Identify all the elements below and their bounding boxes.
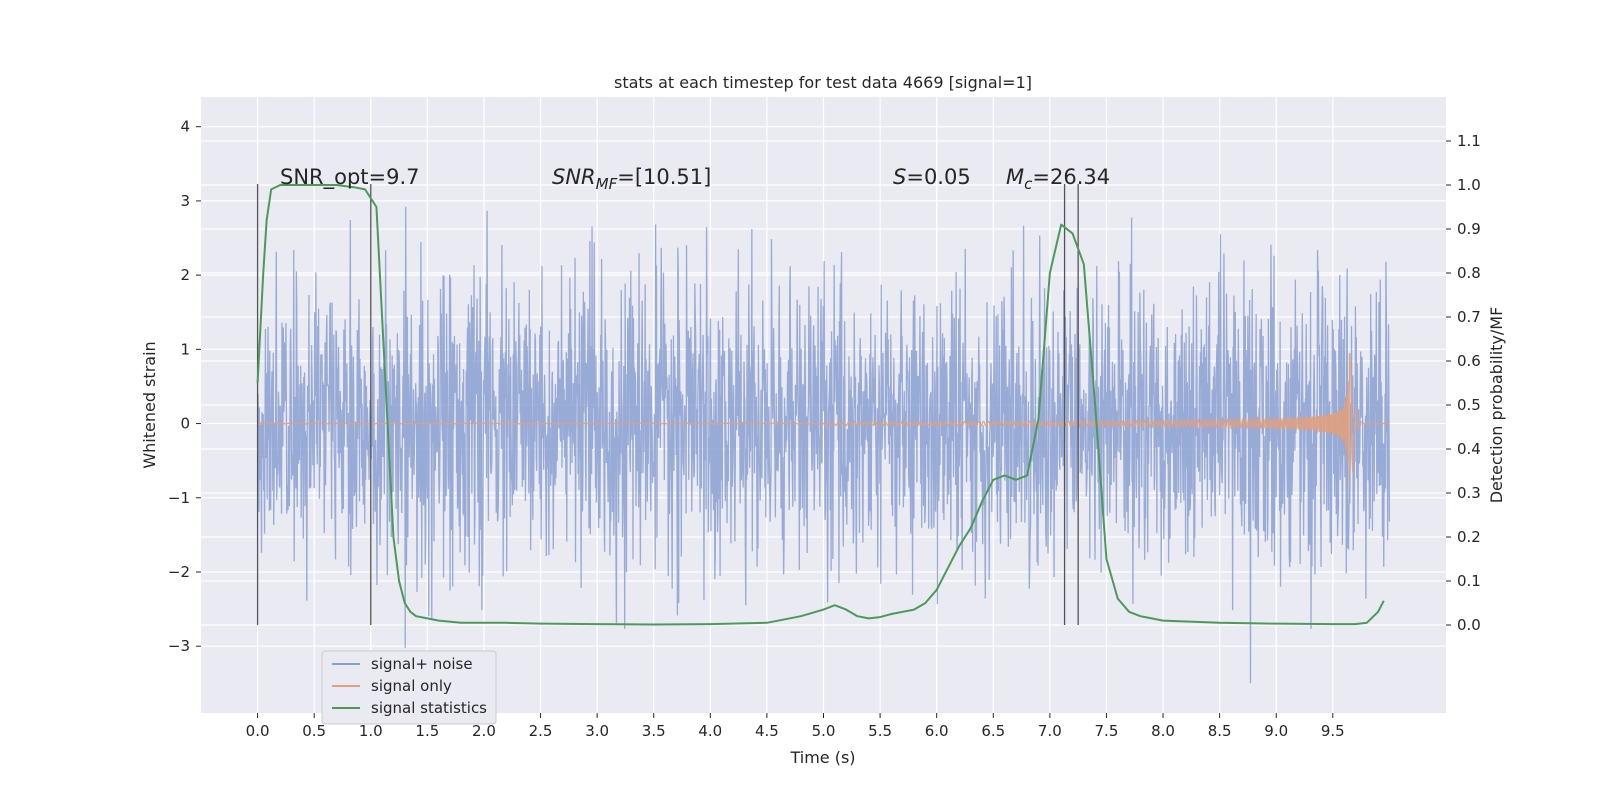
annotation-s: S=0.05	[893, 165, 971, 189]
y2-tick-label: 0.1	[1457, 572, 1481, 590]
s-value: =0.05	[906, 165, 970, 189]
y2-tick-label: 0.3	[1457, 484, 1481, 502]
x-tick-label: 2.5	[529, 722, 553, 740]
y2-tick-label: 1.0	[1457, 176, 1481, 194]
y-tick-label: 1	[180, 340, 190, 358]
y2-tick-label: 1.1	[1457, 132, 1481, 150]
signal-statistics-series	[256, 184, 1385, 626]
mc-symbol: M	[1006, 165, 1024, 189]
y2-tick-label: 0.5	[1457, 396, 1481, 414]
x-axis: 0.0 0.5 1.0 1.5 2.0 2.5 3.0 3.5 4.0 4.5 5.0 5.5 6.0 6…	[246, 713, 1345, 740]
y-tick-label: 4	[180, 118, 190, 136]
mc-subscript: c	[1024, 175, 1033, 193]
y2-tick-label: 0.6	[1457, 352, 1481, 370]
y-tick-label: 0	[180, 415, 190, 433]
x-tick-label: 0.0	[246, 722, 270, 740]
snr-mf-subscript: MF	[596, 175, 618, 193]
y-tick-label: −2	[168, 563, 190, 581]
annotation-snr-opt: SNR_opt=9.7	[280, 165, 420, 190]
x-tick-label: 3.0	[585, 722, 609, 740]
legend-label-signal-statistics: signal statistics	[371, 699, 487, 717]
legend-box	[321, 650, 497, 725]
x-tick-label: 1.0	[359, 722, 383, 740]
annotation-mc: Mc=26.34	[1006, 165, 1110, 193]
y2-tick-label: 0.9	[1457, 220, 1481, 238]
x-tick-label: 9.5	[1321, 722, 1345, 740]
mc-value: =26.34	[1032, 165, 1110, 189]
legend-label-signal-noise: signal+ noise	[371, 655, 473, 673]
y2-tick-label: 0.4	[1457, 440, 1481, 458]
y-axis-right: 1.1 1.0 0.9 0.8 0.7 0.6 0.5 0.4 0.3 0.2 0.1 0.0	[1446, 132, 1481, 634]
signal-only-series	[257, 353, 1390, 485]
annotation-snr-mf: SNRMF=[10.51]	[552, 165, 711, 193]
legend: signal+ noise signal only signal statist…	[321, 650, 497, 725]
x-tick-label: 7.5	[1095, 722, 1119, 740]
y2-tick-label: 0.7	[1457, 308, 1481, 326]
x-tick-label: 8.0	[1151, 722, 1175, 740]
signal-plus-noise-line	[256, 206, 1391, 684]
y-tick-label: 3	[180, 192, 190, 210]
legend-label-signal-only: signal only	[371, 677, 452, 695]
x-tick-label: 5.0	[812, 722, 836, 740]
x-tick-label: 4.0	[698, 722, 722, 740]
y-axis-left: 4 3 2 1 0 −1 −2 −3	[168, 118, 201, 655]
x-tick-label: 2.0	[472, 722, 496, 740]
chart-title: stats at each timestep for test data 466…	[614, 73, 1032, 92]
x-tick-label: 3.5	[642, 722, 666, 740]
x-tick-label: 0.5	[302, 722, 326, 740]
x-tick-label: 4.5	[755, 722, 779, 740]
vertical-markers	[256, 184, 1079, 625]
x-tick-label: 9.0	[1264, 722, 1288, 740]
y-axis-title: Whitened strain	[140, 341, 159, 468]
y-tick-label: 2	[180, 266, 190, 284]
y2-tick-label: 0.2	[1457, 528, 1481, 546]
x-tick-label: 6.0	[925, 722, 949, 740]
y2-axis-title: Detection probability/MF	[1487, 307, 1506, 504]
x-tick-label: 7.0	[1038, 722, 1062, 740]
y-tick-label: −3	[168, 637, 190, 655]
x-tick-label: 5.5	[868, 722, 892, 740]
snr-mf-symbol: SNR	[552, 165, 596, 189]
snr-mf-value: =[10.51]	[617, 165, 711, 189]
y-tick-label: −1	[168, 489, 190, 507]
x-axis-title: Time (s)	[789, 748, 855, 767]
x-tick-label: 1.5	[415, 722, 439, 740]
x-tick-label: 8.5	[1208, 722, 1232, 740]
signal-only-line	[257, 353, 1390, 485]
y2-tick-label: 0.8	[1457, 264, 1481, 282]
signal-statistics-line	[256, 184, 1385, 626]
y2-tick-label: 0.0	[1457, 616, 1481, 634]
signal-plus-noise-series	[256, 206, 1391, 684]
s-symbol: S	[893, 165, 906, 189]
x-tick-label: 6.5	[981, 722, 1005, 740]
